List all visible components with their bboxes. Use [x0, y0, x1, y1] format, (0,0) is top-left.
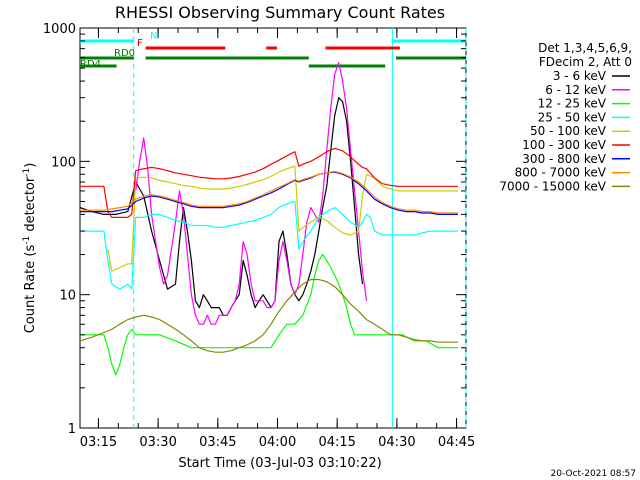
x-tick-label: 03:45 [199, 435, 236, 450]
y-axis-label-part: Count Rate (s [23, 245, 38, 334]
x-tick-label: 03:15 [80, 435, 117, 450]
legend-entry-label: 800 - 7000 keV [515, 166, 607, 180]
legend-header-line: Det 1,3,4,5,6,9, [538, 41, 632, 55]
series-line-1 [79, 97, 364, 316]
x-tick-label: 03:30 [139, 435, 176, 450]
series-line-9 [79, 278, 458, 353]
legend-entry-label: 50 - 100 keV [530, 124, 607, 138]
x-tick-label: 04:30 [378, 435, 415, 450]
legend: Det 1,3,4,5,6,9, FDecim 2, Att 0 3 - 6 k… [499, 41, 632, 193]
y-axis-label-sup: -1 [22, 168, 32, 177]
legend-entry-label: 12 - 25 keV [538, 97, 607, 111]
x-axis-label: Start Time (03-Jul-03 03:10:22) [178, 456, 381, 471]
y-tick-label: 1 [68, 422, 76, 437]
flag-label-n: N [150, 31, 157, 42]
series-line-7 [80, 171, 458, 215]
series-line-4 [80, 200, 458, 290]
plot-frame [79, 27, 467, 429]
x-tick-label: 04:45 [438, 435, 475, 450]
legend-entry-label: 100 - 300 keV [522, 138, 606, 152]
y-axis-label: Count Rate (s-1 detector-1) [22, 163, 38, 334]
series-group [79, 61, 458, 376]
x-tick-label: 04:15 [318, 435, 355, 450]
flag-label-rd0: RD0 [114, 48, 135, 59]
chart-title: RHESSI Observing Summary Count Rates [115, 3, 445, 22]
flag-label-f: F [137, 38, 143, 49]
legend-entry-label: 300 - 800 keV [522, 152, 606, 166]
y-axis-label-part: detector [23, 176, 38, 236]
series-line-6 [80, 147, 458, 218]
series-line-5 [107, 165, 458, 272]
y-tick-label: 10 [59, 289, 76, 304]
axis-ticks: 1 10 100 1000 03:15 03:30 03:45 04:00 04:15 04:30… [43, 22, 475, 450]
legend-header-line: FDecim 2, Att 0 [539, 55, 632, 69]
y-axis-label-part: ) [23, 163, 38, 168]
y-tick-label: 1000 [43, 22, 76, 37]
series-line-2 [135, 61, 368, 325]
footer-date: 20-Oct-2021 08:57 [551, 469, 636, 479]
y-axis-label-sup: -1 [22, 236, 32, 245]
series-line-3 [80, 253, 458, 376]
legend-entry-label: 6 - 12 keV [545, 83, 607, 97]
plot-area [79, 27, 467, 429]
flag-label-rd4: RD4 [80, 59, 101, 70]
series-line-8 [80, 170, 458, 214]
legend-entry-label: 25 - 50 keV [538, 110, 607, 124]
legend-entry-label: 3 - 6 keV [553, 69, 607, 83]
x-tick-label: 04:00 [259, 435, 296, 450]
y-tick-label: 100 [51, 155, 76, 170]
legend-entry-label: 7000 - 15000 keV [499, 179, 606, 193]
